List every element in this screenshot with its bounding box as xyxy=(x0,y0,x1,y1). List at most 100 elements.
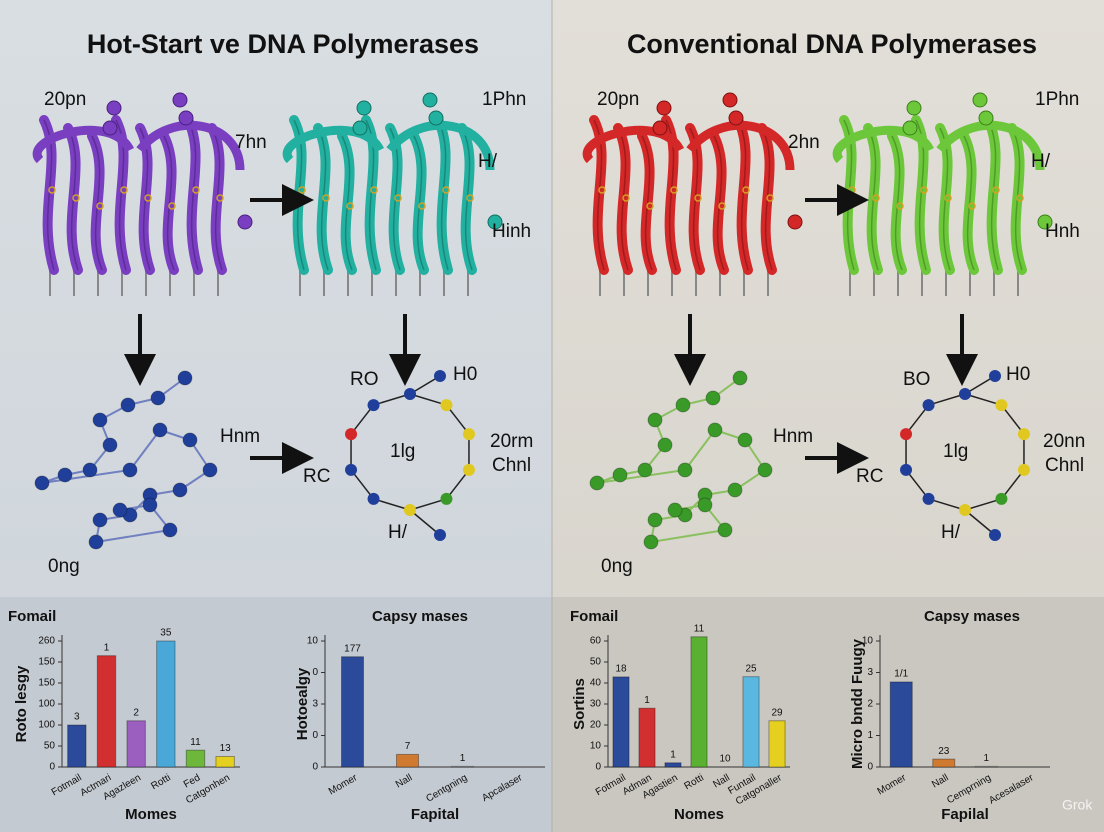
y-tick-label: 30 xyxy=(590,699,602,710)
atom xyxy=(422,92,438,108)
ribbon-edge xyxy=(761,127,773,271)
ribbon-loop xyxy=(686,120,795,171)
ribbon-edge xyxy=(963,135,975,271)
atom xyxy=(989,370,1001,382)
atom xyxy=(57,467,73,483)
bond xyxy=(409,498,447,511)
bond xyxy=(596,469,686,484)
atom xyxy=(959,388,971,400)
ribbon-loop xyxy=(936,120,1045,171)
atom xyxy=(440,492,453,505)
ribbon-loop xyxy=(32,125,135,164)
y-tick-label: 10 xyxy=(590,741,602,752)
atom xyxy=(345,428,358,441)
structure-label: Hnh xyxy=(1045,221,1080,242)
bond xyxy=(373,393,411,406)
bond xyxy=(445,404,470,435)
value-label: 2 xyxy=(133,707,139,718)
structure-label: 2hn xyxy=(788,132,820,153)
ribbon-edge xyxy=(341,135,353,271)
atom xyxy=(172,92,188,108)
atom xyxy=(120,397,136,413)
atom xyxy=(643,534,659,550)
ribbon-dot xyxy=(670,186,678,194)
ribbon-dot xyxy=(370,186,378,194)
atom xyxy=(900,463,913,476)
x-axis-label: Nomes xyxy=(674,806,724,823)
value-label: 1 xyxy=(644,695,650,706)
bond xyxy=(964,509,996,536)
y-tick-label: 1 xyxy=(867,730,873,741)
structure-label: Chnl xyxy=(492,455,531,476)
bond xyxy=(905,404,930,435)
atom xyxy=(428,110,444,126)
structure-label: 1lg xyxy=(390,441,415,462)
protein-ribbon xyxy=(582,92,803,296)
ribbon-edge xyxy=(891,135,903,271)
bar xyxy=(612,676,630,768)
structure-label: 0ng xyxy=(601,556,633,577)
bar xyxy=(768,720,786,768)
atom xyxy=(462,428,475,441)
ribbon-dot xyxy=(944,194,952,202)
bond xyxy=(95,529,171,543)
bar xyxy=(185,749,206,768)
ribbon-dot xyxy=(646,202,654,210)
structure-label: 1Phn xyxy=(1035,89,1079,110)
atom xyxy=(92,512,108,528)
y-tick-label: 150 xyxy=(38,678,55,689)
protein-ribbon xyxy=(832,92,1053,296)
atom xyxy=(647,412,663,428)
ribbon-edge xyxy=(713,135,725,271)
ribbon-dot xyxy=(216,194,224,202)
atom xyxy=(34,475,50,491)
bond xyxy=(928,498,966,511)
atom xyxy=(122,462,138,478)
atom xyxy=(356,100,372,116)
structure-label: 20pn xyxy=(597,89,639,110)
ribbon-dot xyxy=(72,194,80,202)
bond xyxy=(373,498,411,511)
y-tick-label: 3 xyxy=(867,667,873,678)
y-tick-label: 0 xyxy=(312,762,318,773)
atom xyxy=(959,504,971,516)
ribbon-dot xyxy=(622,194,630,202)
atom xyxy=(434,529,446,541)
atom xyxy=(722,92,738,108)
structure-label: 1lg xyxy=(943,441,968,462)
bar xyxy=(451,765,474,768)
atom xyxy=(152,422,168,438)
atom xyxy=(106,100,122,116)
bond xyxy=(350,469,375,500)
bar xyxy=(638,707,656,768)
atom xyxy=(727,482,743,498)
structure-label: H0 xyxy=(1006,364,1030,385)
ribbon-dot xyxy=(992,186,1000,194)
panel-title: Hot-Start ve DNA Polymerases xyxy=(87,29,479,59)
atom xyxy=(978,110,994,126)
structure-label: 7hn xyxy=(235,132,267,153)
chart-title: Fomail xyxy=(8,608,56,625)
ribbon-loop xyxy=(136,120,245,171)
atom xyxy=(737,432,753,448)
atom xyxy=(178,110,194,126)
structure-label: 1Phn xyxy=(482,89,526,110)
atom xyxy=(667,502,683,518)
ribbon-dot xyxy=(466,194,474,202)
y-tick-label: 0 xyxy=(49,762,55,773)
bar xyxy=(974,765,998,768)
y-tick-label: 50 xyxy=(590,657,602,668)
atom xyxy=(434,370,446,382)
atom xyxy=(462,463,475,476)
y-tick-label: 0 xyxy=(867,762,873,773)
left-chart-band xyxy=(0,597,552,832)
y-tick-label: 10 xyxy=(307,636,319,647)
structure-label: RC xyxy=(303,466,330,487)
structure-label: BO xyxy=(903,369,930,390)
value-label: 23 xyxy=(938,746,950,757)
y-tick-label: 40 xyxy=(590,678,602,689)
bond xyxy=(409,393,447,406)
ribbon-dot xyxy=(394,194,402,202)
panel-title: Conventional DNA Polymerases xyxy=(627,29,1037,59)
y-tick-label: 150 xyxy=(38,657,55,668)
